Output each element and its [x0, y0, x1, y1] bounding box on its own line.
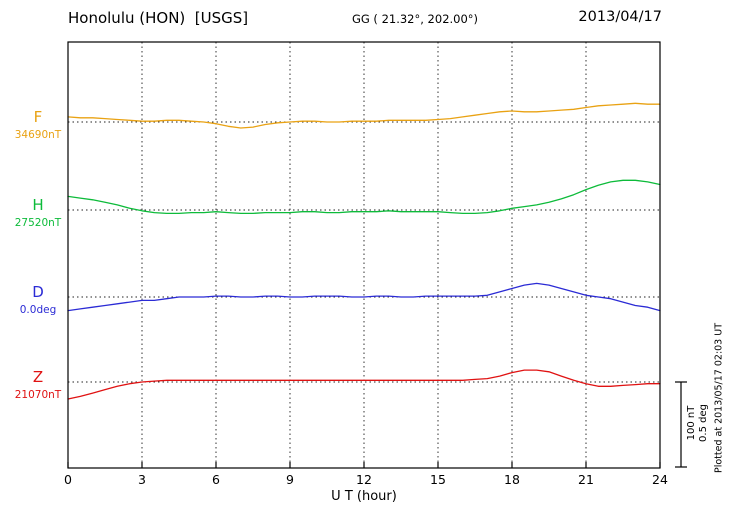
- x-tick-label-24: 24: [652, 472, 668, 487]
- series-label-F: F: [33, 108, 43, 126]
- trace-D: [67, 282, 661, 312]
- x-tick-label-9: 9: [286, 472, 294, 487]
- series-baseline-value-D: 0.0deg: [19, 304, 57, 316]
- series-baseline-value-Z: 21070nT: [14, 389, 62, 401]
- trace-Z: [67, 369, 661, 400]
- gg-coordinates: GG ( 21.32°, 202.00°): [351, 12, 479, 26]
- x-tick-label-0: 0: [64, 472, 72, 487]
- plot-date: 2013/04/17: [578, 9, 662, 25]
- series-label-H: H: [32, 196, 44, 214]
- station-title: Honolulu (HON) [USGS]: [68, 9, 249, 27]
- x-tick-label-12: 12: [356, 472, 372, 487]
- series-baseline-value-H: 27520nT: [14, 217, 62, 229]
- trace-H: [67, 179, 661, 215]
- scale-bar-labels: 100 nT 0.5 deg: [686, 404, 710, 442]
- x-tick-label-6: 6: [212, 472, 220, 487]
- plotted-at-note: Plotted at 2013/05/17 02:03 UT: [713, 322, 725, 474]
- x-tick-label-21: 21: [578, 472, 594, 487]
- trace-F: [67, 102, 661, 129]
- scale-bar-label-nt: 100 nT: [686, 405, 697, 441]
- series-baseline-value-F: 34690nT: [14, 129, 62, 141]
- series-label-Z: Z: [32, 368, 44, 386]
- x-tick-label-3: 3: [138, 472, 146, 487]
- series-label-D: D: [32, 283, 44, 301]
- x-tick-label-15: 15: [430, 472, 446, 487]
- scale-bar-label-deg: 0.5 deg: [698, 404, 709, 442]
- x-tick-label-18: 18: [504, 472, 520, 487]
- x-axis-label: U T (hour): [331, 489, 397, 504]
